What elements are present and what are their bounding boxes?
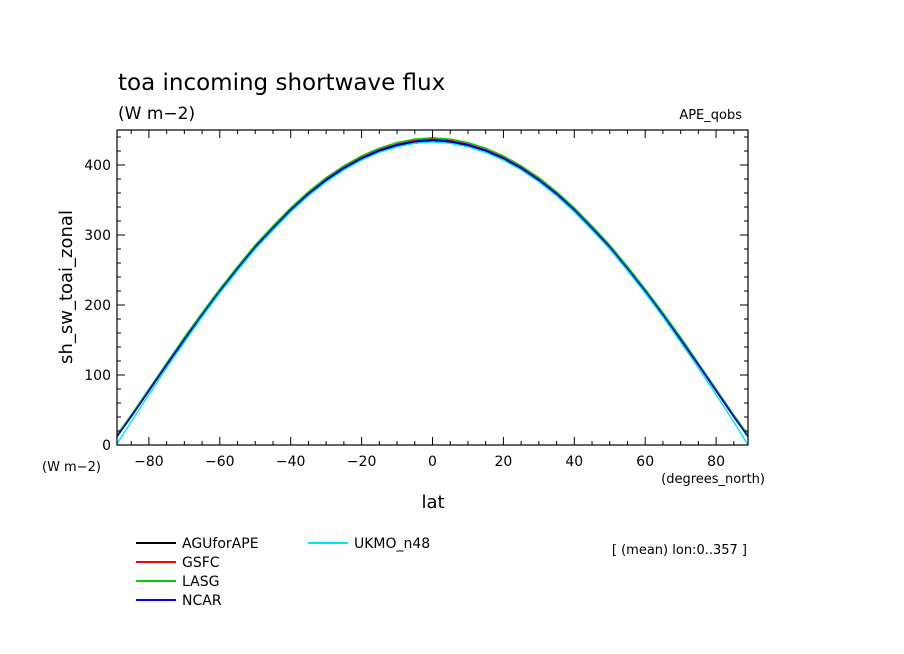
legend-label-ncar: NCAR <box>182 593 222 609</box>
legend-label-gsfc: GSFC <box>182 555 220 571</box>
series-line-gsfc <box>116 138 749 437</box>
x-tick-label: 0 <box>428 454 437 470</box>
y-tick-label: 0 <box>102 438 111 454</box>
legend-label-lasg: LASG <box>182 574 219 590</box>
y-tick-label: 400 <box>84 158 111 174</box>
x-tick-label: 60 <box>636 454 654 470</box>
y-axis-label: sh_sw_toai_zonal <box>56 210 77 364</box>
y-tick-label: 200 <box>84 298 111 314</box>
x-tick-label: 40 <box>565 454 583 470</box>
x-axis-units: (degrees_north) <box>661 472 765 487</box>
legend: AGUforAPE GSFC LASG NCAR UKMO_n48 <box>136 536 430 609</box>
y-axis-units: (W m−2) <box>42 460 101 475</box>
x-tick-label: 80 <box>707 454 725 470</box>
y-tick-label: 100 <box>84 368 111 384</box>
ticks-layer: −80 −60 −40 −20 0 20 40 60 80 0 100 200 300 400 <box>84 130 748 470</box>
legend-label-ukmo-n48: UKMO_n48 <box>354 536 430 552</box>
chart-title: toa incoming shortwave flux <box>118 70 445 96</box>
x-tick-label: 20 <box>494 454 512 470</box>
x-tick-label: −60 <box>205 454 235 470</box>
series-layer <box>116 136 749 446</box>
x-axis-label: lat <box>421 492 444 513</box>
series-line-ukmo-n48 <box>116 141 749 446</box>
dataset-label: APE_qobs <box>679 108 742 123</box>
series-line-aguforape <box>116 139 749 438</box>
chart-units: (W m−2) <box>118 104 195 124</box>
x-tick-label: −20 <box>347 454 377 470</box>
series-line-lasg <box>116 136 749 435</box>
plot-frame <box>116 129 749 446</box>
y-tick-label: 300 <box>84 228 111 244</box>
legend-label-aguforape: AGUforAPE <box>182 536 259 552</box>
x-tick-label: −80 <box>134 454 164 470</box>
x-tick-label: −40 <box>276 454 306 470</box>
mean-note: [ (mean) lon:0..357 ] <box>612 543 747 558</box>
series-line-ncar <box>116 139 749 438</box>
